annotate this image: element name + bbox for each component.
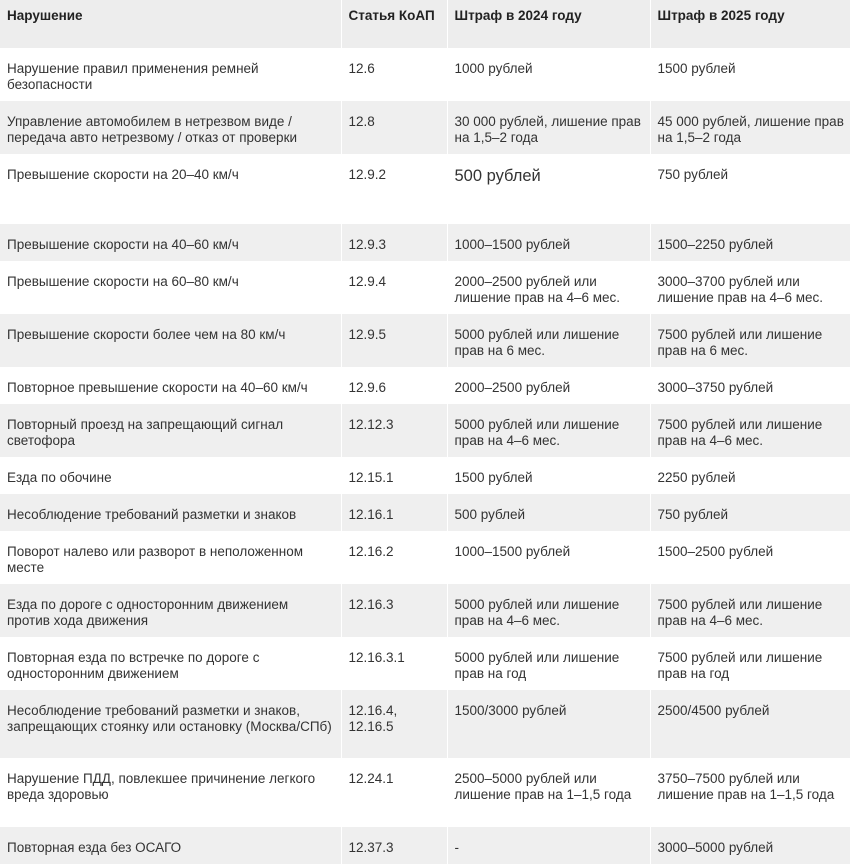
table-row: Нарушение правил применения ремней безоп…: [0, 48, 850, 101]
header-article: Статья КоАП: [341, 0, 448, 48]
table-row: Езда по дороге с односторонним движением…: [0, 584, 850, 637]
cell-article: 12.9.2: [341, 154, 448, 224]
cell-violation: Повторная езда по встречке по дороге с о…: [0, 637, 342, 690]
table-row: Превышение скорости на 40–60 км/ч 12.9.3…: [0, 224, 850, 261]
cell-violation: Нарушение правил применения ремней безоп…: [0, 48, 342, 101]
cell-article: 12.9.6: [341, 367, 448, 404]
table-row: Поворот налево или разворот в неположенн…: [0, 531, 850, 584]
cell-fine-2024: 5000 рублей или лишение прав на 4–6 мес.: [447, 584, 651, 637]
cell-article: 12.37.3: [341, 827, 448, 864]
table-row: Несоблюдение требований разметки и знако…: [0, 690, 850, 758]
cell-fine-2025: 750 рублей: [650, 494, 850, 531]
cell-violation: Езда по обочине: [0, 457, 342, 494]
cell-article: 12.16.3.1: [341, 637, 448, 690]
cell-violation: Повторное превышение скорости на 40–60 к…: [0, 367, 342, 404]
cell-article: 12.15.1: [341, 457, 448, 494]
cell-article: 12.9.3: [341, 224, 448, 261]
cell-fine-2025: 1500–2250 рублей: [650, 224, 850, 261]
cell-article: 12.9.5: [341, 314, 448, 367]
cell-fine-2025: 3750–7500 рублей или лишение прав на 1–1…: [650, 758, 850, 827]
header-row: Нарушение Статья КоАП Штраф в 2024 году …: [0, 0, 850, 48]
header-fine-2025: Штраф в 2025 году: [650, 0, 850, 48]
table-body: Нарушение правил применения ремней безоп…: [0, 48, 850, 864]
cell-fine-2024: 5000 рублей или лишение прав на год: [447, 637, 651, 690]
cell-violation: Повторная езда без ОСАГО: [0, 827, 342, 864]
cell-fine-2025: 7500 рублей или лишение прав на 4–6 мес.: [650, 404, 850, 457]
cell-fine-2025: 2250 рублей: [650, 457, 850, 494]
cell-fine-2025: 7500 рублей или лишение прав на 6 мес.: [650, 314, 850, 367]
cell-fine-2025: 45 000 рублей, лишение прав на 1,5–2 год…: [650, 101, 850, 154]
cell-fine-2024: 5000 рублей или лишение прав на 4–6 мес.: [447, 404, 651, 457]
cell-article: 12.9.4: [341, 261, 448, 314]
cell-fine-2024: 500 рублей: [447, 494, 651, 531]
header-violation: Нарушение: [0, 0, 342, 48]
cell-fine-2024: 1000 рублей: [447, 48, 651, 101]
cell-article: 12.24.1: [341, 758, 448, 827]
cell-article: 12.16.4, 12.16.5: [341, 690, 448, 758]
cell-fine-2024: 30 000 рублей, лишение прав на 1,5–2 год…: [447, 101, 651, 154]
cell-violation: Превышение скорости на 40–60 км/ч: [0, 224, 342, 261]
cell-fine-2025: 7500 рублей или лишение прав на год: [650, 637, 850, 690]
cell-fine-2024: 2500–5000 рублей или лишение прав на 1–1…: [447, 758, 651, 827]
table-row: Повторная езда по встречке по дороге с о…: [0, 637, 850, 690]
cell-fine-2024: 500 рублей: [447, 154, 651, 224]
cell-fine-2024: 2000–2500 рублей: [447, 367, 651, 404]
cell-fine-2024: -: [447, 827, 651, 864]
cell-article: 12.6: [341, 48, 448, 101]
table-row: Превышение скорости на 20–40 км/ч 12.9.2…: [0, 154, 850, 224]
cell-fine-2025: 3000–3750 рублей: [650, 367, 850, 404]
cell-violation: Езда по дороге с односторонним движением…: [0, 584, 342, 637]
cell-fine-2025: 2500/4500 рублей: [650, 690, 850, 758]
table-header: Нарушение Статья КоАП Штраф в 2024 году …: [0, 0, 850, 48]
table-row: Несоблюдение требований разметки и знако…: [0, 494, 850, 531]
cell-fine-2024: 1500/3000 рублей: [447, 690, 651, 758]
table-row: Превышение скорости на 60–80 км/ч 12.9.4…: [0, 261, 850, 314]
table-row: Превышение скорости более чем на 80 км/ч…: [0, 314, 850, 367]
cell-fine-2024: 1500 рублей: [447, 457, 651, 494]
table-row: Повторный проезд на запрещающий сигнал с…: [0, 404, 850, 457]
cell-violation: Несоблюдение требований разметки и знако…: [0, 690, 342, 758]
table-row: Нарушение ПДД, повлекшее причинение легк…: [0, 758, 850, 827]
cell-fine-2025: 750 рублей: [650, 154, 850, 224]
table-row: Повторная езда без ОСАГО 12.37.3 - 3000–…: [0, 827, 850, 864]
cell-article: 12.16.1: [341, 494, 448, 531]
cell-violation: Превышение скорости на 60–80 км/ч: [0, 261, 342, 314]
cell-article: 12.16.2: [341, 531, 448, 584]
table-row: Управление автомобилем в нетрезвом виде …: [0, 101, 850, 154]
cell-violation: Превышение скорости на 20–40 км/ч: [0, 154, 342, 224]
cell-violation: Нарушение ПДД, повлекшее причинение легк…: [0, 758, 342, 827]
cell-fine-2025: 1500–2500 рублей: [650, 531, 850, 584]
cell-article: 12.12.3: [341, 404, 448, 457]
cell-fine-2025: 1500 рублей: [650, 48, 850, 101]
cell-fine-2024: 2000–2500 рублей или лишение прав на 4–6…: [447, 261, 651, 314]
table-row: Повторное превышение скорости на 40–60 к…: [0, 367, 850, 404]
cell-fine-2024: 1000–1500 рублей: [447, 531, 651, 584]
cell-fine-2024: 1000–1500 рублей: [447, 224, 651, 261]
cell-fine-2025: 7500 рублей или лишение прав на 4–6 мес.: [650, 584, 850, 637]
header-fine-2024: Штраф в 2024 году: [447, 0, 651, 48]
cell-fine-2025: 3000–5000 рублей: [650, 827, 850, 864]
cell-violation: Несоблюдение требований разметки и знако…: [0, 494, 342, 531]
cell-violation: Повторный проезд на запрещающий сигнал с…: [0, 404, 342, 457]
cell-fine-2024: 5000 рублей или лишение прав на 6 мес.: [447, 314, 651, 367]
cell-violation: Превышение скорости более чем на 80 км/ч: [0, 314, 342, 367]
cell-article: 12.16.3: [341, 584, 448, 637]
cell-fine-2025: 3000–3700 рублей или лишение прав на 4–6…: [650, 261, 850, 314]
cell-violation: Управление автомобилем в нетрезвом виде …: [0, 101, 342, 154]
cell-article: 12.8: [341, 101, 448, 154]
cell-violation: Поворот налево или разворот в неположенн…: [0, 531, 342, 584]
table-row: Езда по обочине 12.15.1 1500 рублей 2250…: [0, 457, 850, 494]
